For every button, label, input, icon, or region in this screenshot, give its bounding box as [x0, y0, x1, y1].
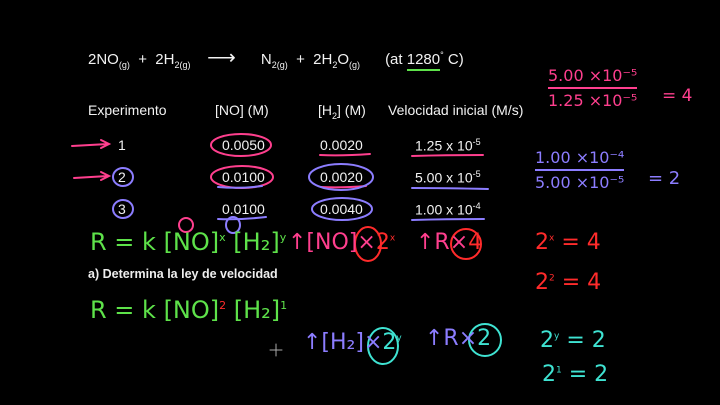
exponent: y — [554, 331, 560, 342]
ratio-1: 5.00 ×10⁻⁵ 1.25 ×10⁻⁵ — [548, 66, 638, 110]
ratio-2: 1.00 ×10⁻⁴ 5.00 ×10⁻⁵ — [535, 148, 625, 192]
eq-x-solved: 22 = 4 — [535, 270, 601, 295]
state: 2(g) — [174, 60, 191, 70]
exp-number: 2 — [118, 169, 126, 185]
cursor-crosshair — [269, 343, 283, 357]
denominator: 5.00 ×10⁻⁵ — [535, 173, 625, 192]
no-value: 0.0050 — [222, 137, 265, 153]
rate-exp: -4 — [472, 201, 481, 211]
state: 2(g) — [271, 60, 288, 70]
rate-change-4: ↑R×4 — [416, 230, 482, 255]
product-n2: N — [260, 51, 272, 68]
numerator: 1.00 ×10⁻⁴ — [535, 148, 625, 167]
rate-base: 5.00 x 10 — [415, 169, 473, 186]
rate-base: 1.00 x 10 — [415, 201, 473, 218]
reactant-no: 2NO — [88, 51, 119, 68]
plus: + — [296, 51, 305, 68]
condition: (at — [385, 51, 407, 68]
denominator: 1.25 ×10⁻⁵ — [548, 91, 638, 110]
exponent: 2 — [549, 273, 555, 284]
base: 2 — [535, 270, 549, 295]
rate-value: 1.00 x 10-4 — [415, 201, 481, 218]
reaction-arrow: ⟶ — [207, 47, 236, 69]
eq-y: 2y = 2 — [540, 328, 606, 353]
no-change: ↑[NO]×2x — [288, 230, 395, 255]
h2-value: 0.0020 — [320, 169, 363, 185]
rate-value: 5.00 x 10-5 — [415, 169, 481, 186]
arrow-row1 — [71, 139, 112, 149]
rate-exp: -5 — [472, 137, 481, 147]
fraction-bar — [535, 169, 625, 171]
question-a: a) Determina la ley de velocidad — [88, 267, 278, 281]
base: 2 — [535, 230, 549, 255]
rate-law-h2: [H₂] — [226, 296, 281, 324]
eq-y-solved: 21 = 2 — [542, 362, 608, 387]
subscript: 2 — [332, 110, 338, 121]
no-value: 0.0100 — [222, 201, 265, 217]
rate-law-general: R = k [NO]x [H₂]y — [90, 228, 286, 256]
base: 2 — [382, 330, 397, 355]
rate-law-lhs: R = k [NO] — [90, 228, 220, 256]
reactant-h2: 2H — [155, 51, 175, 68]
fraction-bar — [548, 87, 638, 89]
state: (g) — [349, 60, 361, 70]
temperature: 1280 — [406, 51, 441, 71]
value: 4 — [468, 230, 483, 255]
eq-x: 2x = 4 — [535, 230, 601, 255]
header-no: [NO] (M) — [215, 102, 269, 118]
degree: ° — [440, 50, 444, 60]
product-h2o: 2H — [313, 51, 333, 68]
exponent-2: 2 — [219, 299, 227, 312]
h2-value: 0.0040 — [320, 201, 363, 217]
exponent: x — [549, 233, 555, 244]
rate-law-solved: R = k [NO]2 [H₂]1 — [90, 296, 287, 324]
numerator: 5.00 ×10⁻⁵ — [548, 66, 638, 85]
chemical-equation: 2NO(g) + 2H2(g) ⟶ N2(g) + 2H2O(g) (at 12… — [88, 45, 464, 71]
subscript: 2 — [332, 60, 338, 70]
rest: = 2 — [561, 362, 609, 387]
exponent: x — [389, 233, 396, 244]
product-h2o-o: O — [337, 51, 350, 68]
exponent-x: x — [219, 231, 226, 244]
rate-base: 1.25 x 10 — [415, 137, 473, 154]
exponent: 1 — [556, 365, 562, 376]
exponent: y — [396, 333, 402, 344]
h2-unit: ] (M) — [337, 102, 366, 118]
condition-close: C) — [443, 51, 464, 68]
ratio-2-result: = 2 — [648, 168, 681, 189]
value: 2 — [477, 326, 492, 351]
no-change-text: ↑[NO]× — [288, 230, 376, 255]
ratio-1-result: = 4 — [662, 86, 693, 106]
base: 2 — [375, 230, 390, 255]
base: 2 — [540, 328, 554, 353]
plus: + — [138, 51, 147, 68]
rate-change-text: ↑R× — [425, 326, 478, 351]
h2-bracket: [H — [318, 102, 332, 118]
rest: = 4 — [554, 230, 601, 255]
rate-change-2: ↑R×2 — [425, 326, 491, 351]
h2-change: ↑[H₂]×2y — [303, 330, 402, 355]
exp-number: 1 — [118, 137, 126, 153]
base: 2 — [542, 362, 556, 387]
rest: = 4 — [554, 270, 602, 295]
rate-law-lhs: R = k [NO] — [90, 296, 220, 324]
rate-exp: -5 — [472, 169, 481, 179]
exp-number: 3 — [118, 201, 126, 217]
rate-law-h2: [H₂] — [225, 228, 280, 256]
exponent-1: 1 — [280, 299, 288, 312]
h2-change-text: ↑[H₂]× — [303, 330, 383, 355]
rest: = 2 — [559, 328, 606, 353]
state: (g) — [118, 60, 130, 70]
exponent-y: y — [279, 231, 287, 244]
rate-value: 1.25 x 10-5 — [415, 137, 481, 154]
header-h2: [H2] (M) — [318, 102, 366, 121]
arrow-row2 — [73, 171, 112, 181]
h2-value: 0.0020 — [320, 137, 363, 153]
header-experimento: Experimento — [88, 102, 167, 118]
no-value: 0.0100 — [222, 169, 265, 185]
header-velocidad: Velocidad inicial (M/s) — [388, 102, 524, 118]
rate-change-text: ↑R× — [416, 230, 469, 255]
